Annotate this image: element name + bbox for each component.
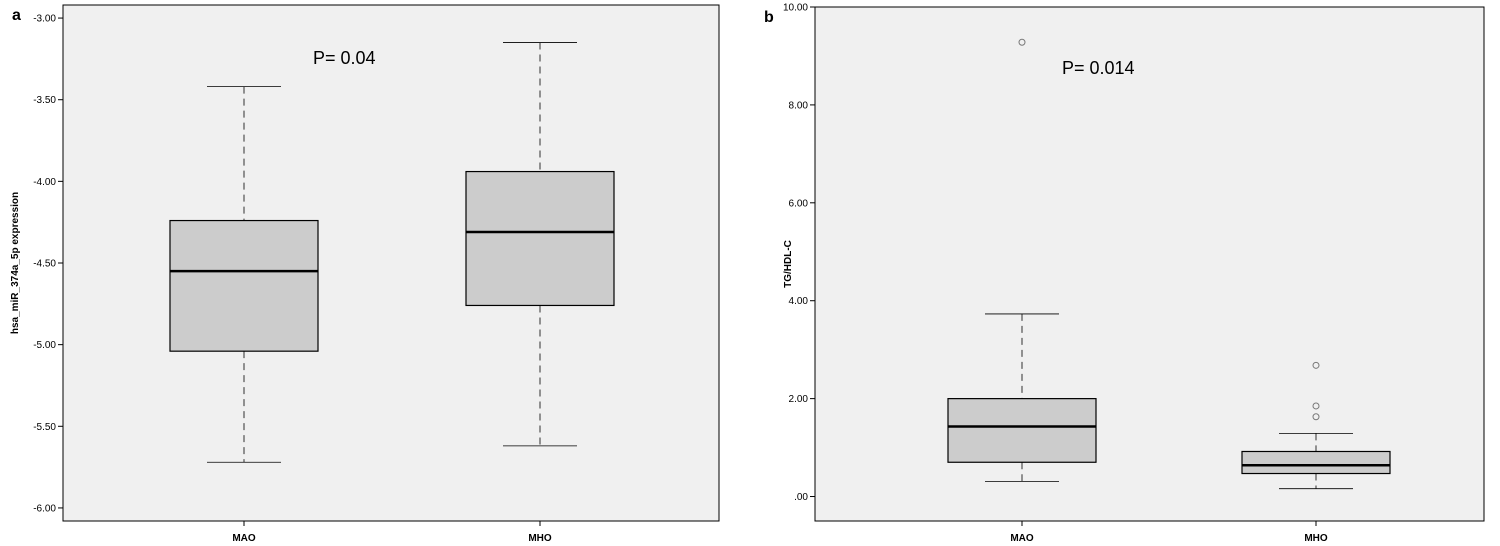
y-tick-label: -6.00 <box>33 503 56 514</box>
x-tick-label-mao: MAO <box>1010 533 1034 544</box>
y-tick-label: -3.00 <box>33 14 56 25</box>
box-iqr <box>465 170 615 307</box>
y-tick-label: 8.00 <box>789 100 809 111</box>
outlier-point <box>1018 38 1026 46</box>
box-mao <box>947 38 1097 482</box>
x-tick-label-mho: MHO <box>1304 533 1328 544</box>
y-tick-label: -5.50 <box>33 422 56 433</box>
outlier-point <box>1312 402 1320 410</box>
box-iqr <box>169 219 319 352</box>
box-iqr <box>1241 450 1391 475</box>
y-tick-label: 10.00 <box>783 3 808 14</box>
x-tick-label-mao: MAO <box>232 533 256 544</box>
box-mho <box>1241 361 1391 490</box>
plot-area <box>62 4 720 522</box>
box-iqr <box>947 398 1097 463</box>
y-tick-label: 6.00 <box>789 198 809 209</box>
panel-a: a hsa_miR_374a_5p expression -3.00 -3.50 -4.… <box>10 4 720 544</box>
box-mao <box>169 86 319 463</box>
y-tick-label: 4.00 <box>789 296 809 307</box>
p-value-annotation: P= 0.014 <box>1062 58 1135 78</box>
y-axis-title: hsa_miR_374a_5p expression <box>10 192 21 334</box>
y-tick-label: -3.50 <box>33 95 56 106</box>
panel-letter: b <box>764 9 774 26</box>
y-tick-label: 2.00 <box>789 394 809 405</box>
panel-b: b TG/HDL-C .00 2.00 4.00 6.00 8.00 10.00 MAO MHO P… <box>764 3 1485 544</box>
outlier-point <box>1312 413 1320 421</box>
y-tick-label: -4.00 <box>33 177 56 188</box>
outlier-point <box>1312 361 1320 369</box>
panel-letter: a <box>12 7 21 24</box>
box-mho <box>465 42 615 447</box>
y-tick-label: -4.50 <box>33 259 56 270</box>
x-tick-label-mho: MHO <box>528 533 552 544</box>
plot-area <box>814 6 1485 522</box>
y-tick-label: .00 <box>794 492 808 503</box>
y-axis-title: TG/HDL-C <box>783 240 794 288</box>
p-value-annotation: P= 0.04 <box>313 48 376 68</box>
y-tick-label: -5.00 <box>33 340 56 351</box>
